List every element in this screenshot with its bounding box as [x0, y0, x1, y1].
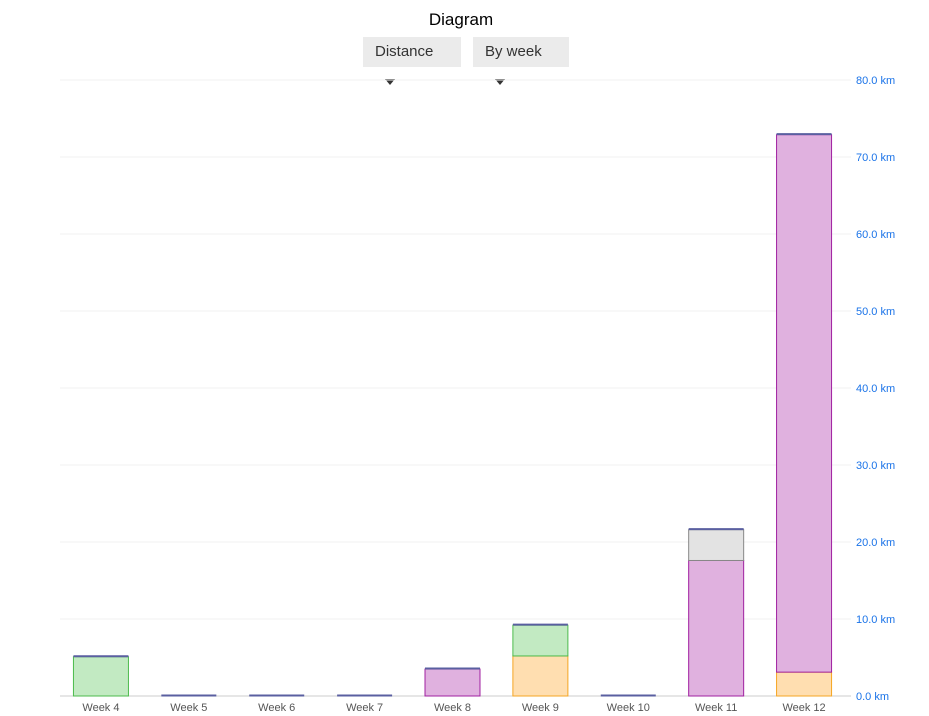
x-tick-label: Week 9: [522, 702, 559, 714]
y-tick-label: 80.0 km: [856, 75, 895, 87]
x-tick-label: Week 11: [695, 702, 737, 714]
bar-segment: [776, 134, 833, 673]
y-tick-label: 30.0 km: [856, 460, 895, 472]
chart-title: Diagram: [428, 10, 494, 29]
x-tick-label: Week 12: [782, 702, 825, 714]
x-tick-label: Week 6: [258, 702, 295, 714]
y-tick-label: 0.0 km: [856, 691, 889, 703]
metric-dropdown[interactable]: Distance: [363, 37, 461, 86]
y-tick-label: 40.0 km: [856, 383, 895, 395]
y-tick-label: 20.0 km: [856, 537, 895, 549]
y-tick-label: 50.0 km: [856, 306, 895, 318]
bar-segment: [776, 671, 833, 697]
grouping-dropdown-label: By week: [485, 43, 542, 60]
caret-down-icon: [385, 79, 395, 86]
x-tick-label: Week 10: [607, 702, 650, 714]
bar-segment: [512, 655, 569, 697]
bar-segment: [688, 529, 745, 561]
bar-segment: [424, 668, 481, 697]
caret-down-icon: [495, 79, 505, 86]
y-tick-label: 70.0 km: [856, 152, 895, 164]
x-tick-label: Week 7: [346, 702, 383, 714]
x-tick-label: Week 4: [82, 702, 119, 714]
y-tick-label: 60.0 km: [856, 229, 895, 241]
x-tick-label: Week 8: [434, 702, 471, 714]
metric-dropdown-label: Distance: [375, 43, 434, 60]
bar-segment: [72, 656, 129, 697]
x-tick-label: Week 5: [170, 702, 207, 714]
y-tick-label: 10.0 km: [856, 614, 895, 626]
grouping-dropdown[interactable]: By week: [473, 37, 569, 86]
bar-segment: [688, 559, 745, 697]
bar-segment: [512, 624, 569, 657]
